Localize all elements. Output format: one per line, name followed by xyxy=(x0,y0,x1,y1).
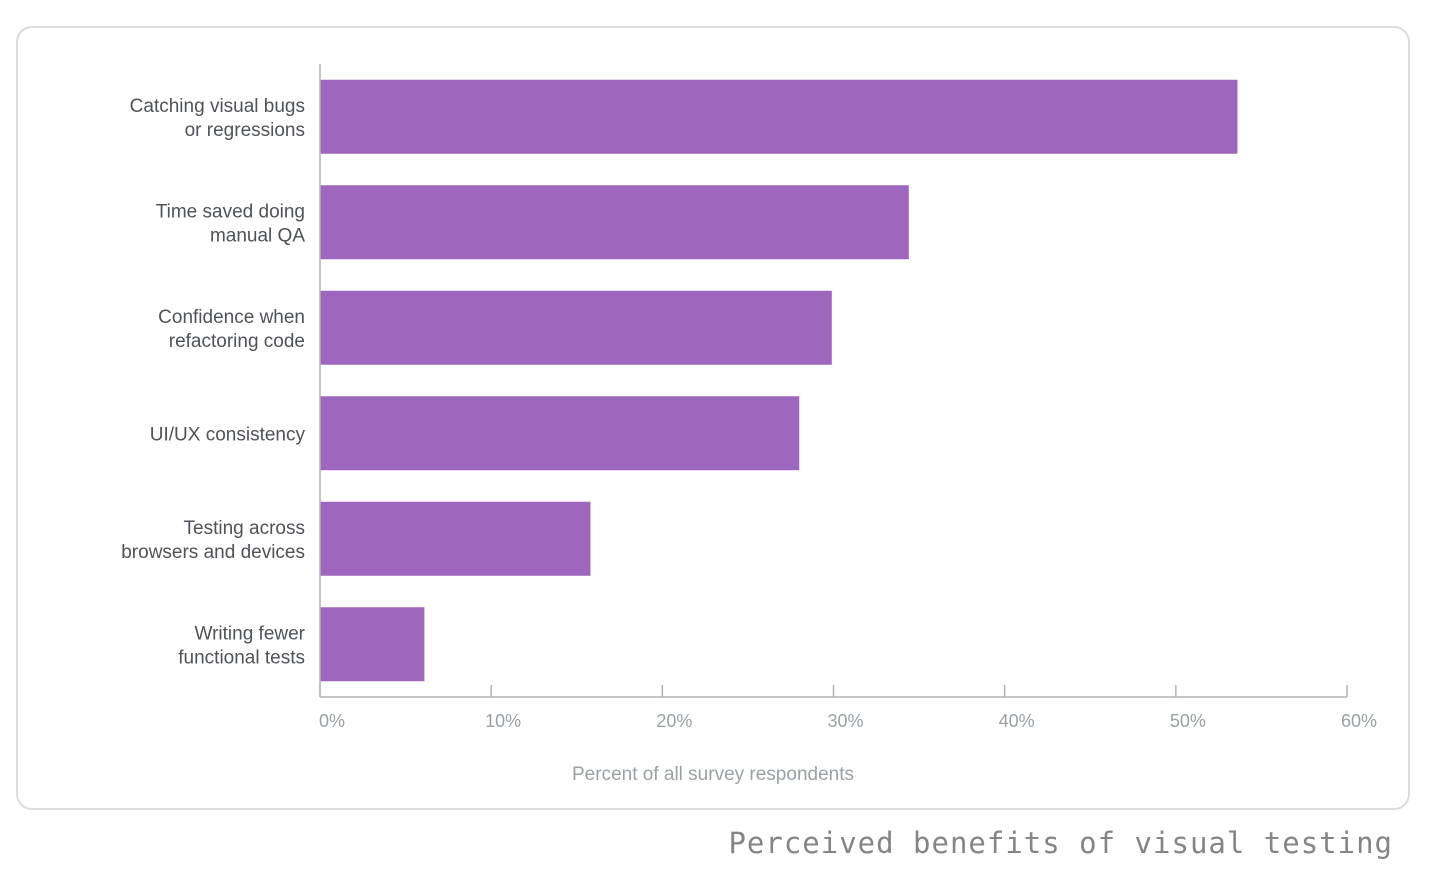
category-label: Confidence when refactoring code xyxy=(158,307,305,352)
category-labels: Catching visual bugs or regressions Time s… xyxy=(121,96,305,669)
category-label-line: refactoring code xyxy=(169,331,305,352)
x-axis: 0% 10% 20% 30% 40% 50% 60% xyxy=(319,64,1377,731)
bar xyxy=(320,607,425,682)
category-label: UI/UX consistency xyxy=(150,424,306,445)
category-label-line: Time saved doing xyxy=(156,201,305,222)
category-label-line: UI/UX consistency xyxy=(150,424,306,445)
x-tick-label: 0% xyxy=(319,711,345,731)
x-tick-label: 50% xyxy=(1170,711,1206,731)
category-label: Testing across browsers and devices xyxy=(121,518,305,563)
category-label-line: or regressions xyxy=(185,120,305,141)
category-label-line: manual QA xyxy=(210,225,305,246)
bar xyxy=(320,396,800,471)
category-label-line: Confidence when xyxy=(158,307,305,328)
x-tick-label: 40% xyxy=(999,711,1035,731)
category-label-line: browsers and devices xyxy=(121,542,305,563)
bar xyxy=(320,501,591,576)
x-axis-title: Percent of all survey respondents xyxy=(572,764,854,785)
bars-layer xyxy=(320,79,1238,682)
bar xyxy=(320,185,909,260)
category-label: Writing fewer functional tests xyxy=(178,623,305,668)
category-label-line: Writing fewer xyxy=(194,623,305,644)
x-tick-label: 60% xyxy=(1341,711,1377,731)
category-label-line: Testing across xyxy=(184,518,305,539)
bar xyxy=(320,290,832,365)
x-tick-label: 20% xyxy=(656,711,692,731)
category-label-line: functional tests xyxy=(178,647,305,668)
bar xyxy=(320,79,1238,154)
category-label-line: Catching visual bugs xyxy=(130,96,305,117)
category-label: Catching visual bugs or regressions xyxy=(130,96,305,141)
category-label: Time saved doing manual QA xyxy=(156,201,306,246)
x-tick-label: 30% xyxy=(827,711,863,731)
x-tick-label: 10% xyxy=(485,711,521,731)
figure-caption: Perceived benefits of visual testing xyxy=(728,826,1393,860)
